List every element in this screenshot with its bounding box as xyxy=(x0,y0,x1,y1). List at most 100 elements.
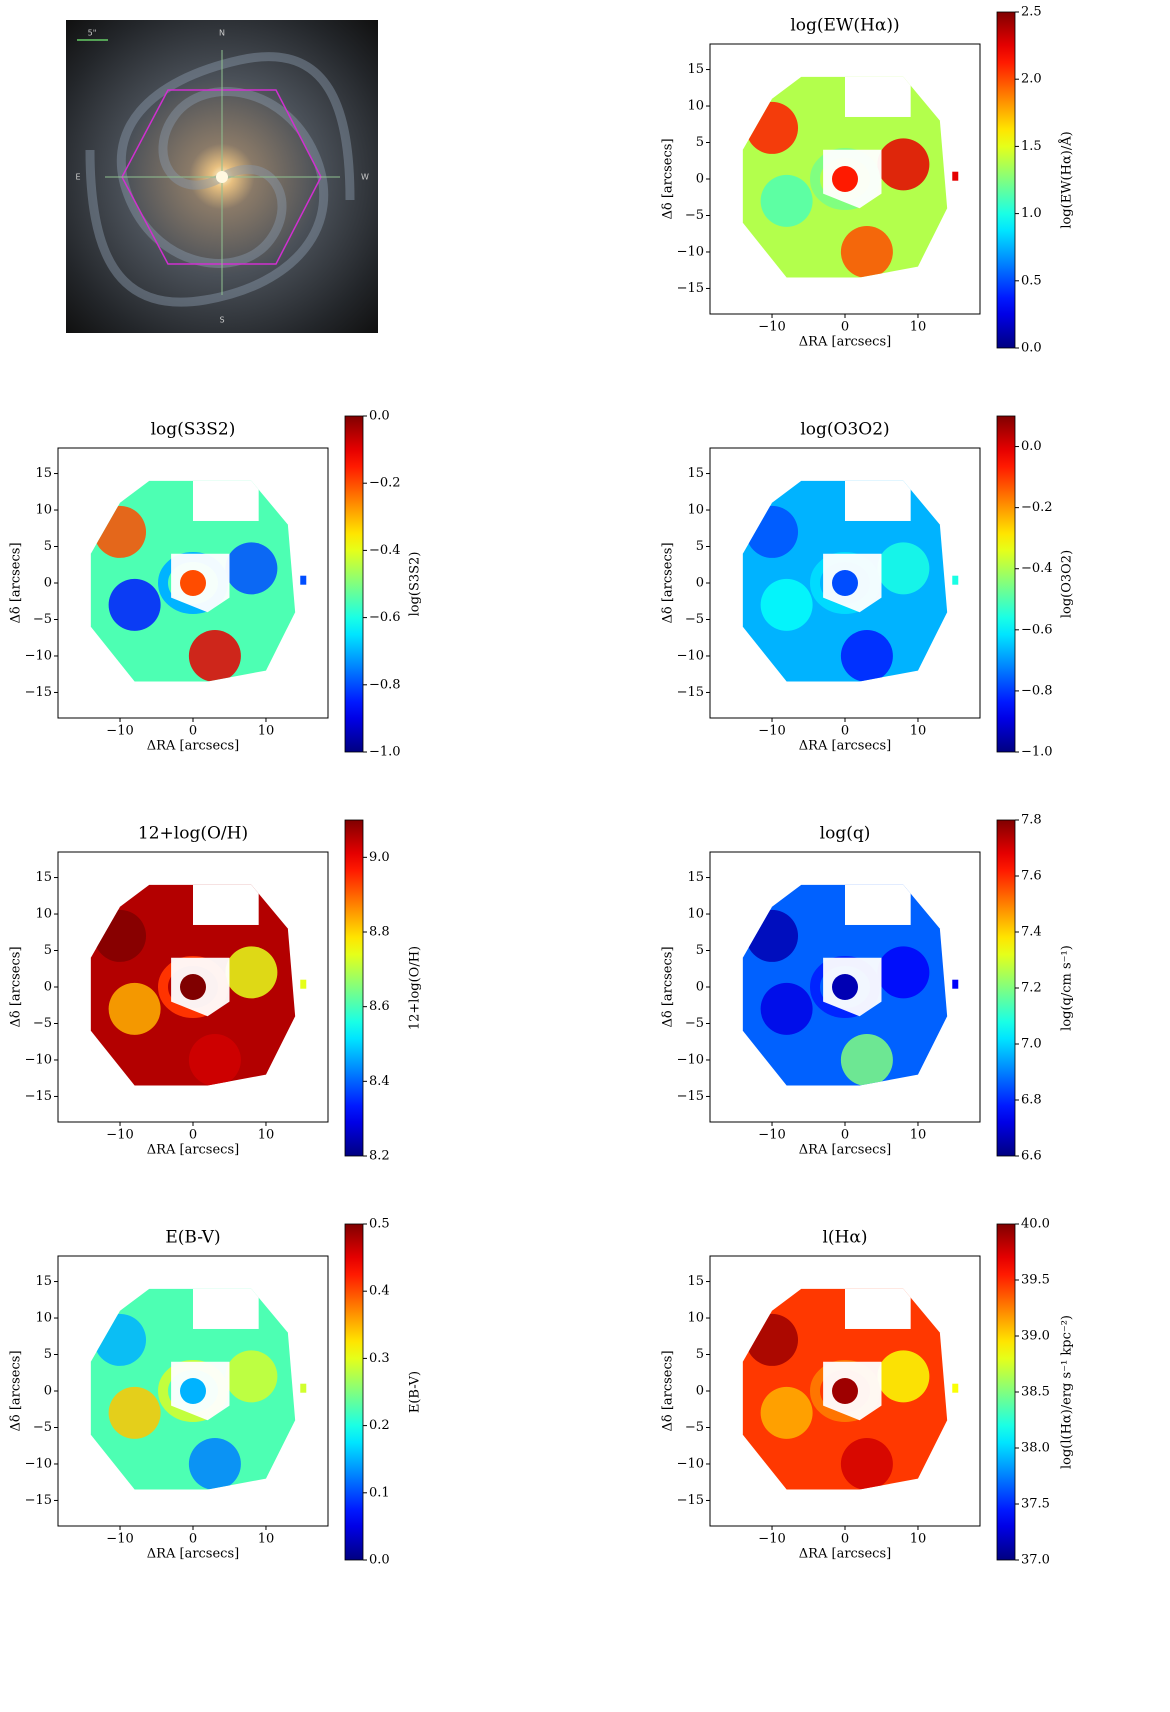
map-blob xyxy=(188,1033,241,1086)
colorbar-tick-label: 8.2 xyxy=(369,1149,390,1164)
chart-title: 12+log(O/H) xyxy=(138,824,248,844)
colorbar-tick-label: 6.6 xyxy=(1021,1149,1042,1164)
colorbar-tick-label: 0.0 xyxy=(369,409,390,424)
compass-label: E xyxy=(75,173,80,182)
colorbar-tick-label: −0.8 xyxy=(1021,683,1053,698)
map-blob xyxy=(108,578,161,631)
chart-title: log(O3O2) xyxy=(800,420,889,440)
map-blob xyxy=(877,138,930,191)
x-tick-label: 10 xyxy=(910,320,927,335)
map-image xyxy=(90,884,296,1086)
y-axis-label: Δδ [arcsecs] xyxy=(661,1350,676,1431)
colorbar-label: log(l(Hα)/erg s⁻¹ kpc⁻²) xyxy=(1060,1315,1075,1469)
colorbar-tick-label: −0.8 xyxy=(369,677,401,692)
x-tick-label: −10 xyxy=(106,724,133,739)
map-spot xyxy=(952,171,959,181)
map-blob xyxy=(746,505,799,558)
map-blob xyxy=(840,225,893,278)
map-blob xyxy=(840,1437,893,1490)
map-blob xyxy=(877,1350,930,1403)
map-core xyxy=(832,974,858,1000)
map-blob xyxy=(188,1437,241,1490)
map-image xyxy=(742,76,948,278)
y-tick-label: 5 xyxy=(696,1347,704,1362)
colorbar-tick-label: 40.0 xyxy=(1021,1217,1050,1232)
colorbar-label: log(S3S2) xyxy=(408,552,423,617)
map-blob xyxy=(188,629,241,682)
colorbar-tick-label: 0.0 xyxy=(369,1553,390,1568)
colorbar-tick-label: 39.5 xyxy=(1021,1273,1050,1288)
y-tick-label: −15 xyxy=(677,1089,704,1104)
colorbar-tick-label: 6.8 xyxy=(1021,1093,1042,1108)
map-panel: log(q) −10 0 10 −15 −10 −5 0 5 10 15 ΔRA [arcsecs] Δ… xyxy=(661,813,1075,1164)
colorbar-tick-label: −0.2 xyxy=(369,476,401,491)
colorbar xyxy=(996,1223,1016,1561)
map-image xyxy=(90,1288,296,1490)
map-blob xyxy=(760,1386,813,1439)
y-tick-label: 15 xyxy=(687,62,704,77)
y-tick-label: 0 xyxy=(696,172,704,187)
y-axis-label: Δδ [arcsecs] xyxy=(661,138,676,219)
x-tick-label: −10 xyxy=(758,320,785,335)
map-spot xyxy=(952,575,959,585)
colorbar-tick-label: 7.8 xyxy=(1021,813,1042,828)
map-core xyxy=(180,570,206,596)
y-tick-label: 10 xyxy=(687,907,704,922)
map-core xyxy=(180,974,206,1000)
x-axis-label: ΔRA [arcsecs] xyxy=(147,739,239,754)
map-spot xyxy=(300,1383,307,1393)
map-hole xyxy=(845,1288,911,1329)
x-tick-label: 10 xyxy=(258,724,275,739)
map-hole xyxy=(193,884,259,925)
y-tick-label: 0 xyxy=(696,980,704,995)
galaxy-nucleus xyxy=(216,171,228,183)
colorbar-tick-label: 9.0 xyxy=(369,850,390,865)
x-axis-label: ΔRA [arcsecs] xyxy=(799,1143,891,1158)
map-blob xyxy=(225,542,278,595)
y-tick-label: 5 xyxy=(44,539,52,554)
map-spot xyxy=(952,979,959,989)
colorbar-tick-label: 7.6 xyxy=(1021,869,1042,884)
y-tick-label: 15 xyxy=(35,870,52,885)
x-axis-label: ΔRA [arcsecs] xyxy=(799,1547,891,1562)
map-blob xyxy=(760,982,813,1035)
y-tick-label: 10 xyxy=(35,907,52,922)
map-blob xyxy=(108,1386,161,1439)
x-tick-label: −10 xyxy=(758,1128,785,1143)
colorbar-tick-label: 38.5 xyxy=(1021,1385,1050,1400)
x-tick-label: 0 xyxy=(841,1128,849,1143)
map-spot xyxy=(300,575,307,585)
y-tick-label: 5 xyxy=(44,1347,52,1362)
map-blob xyxy=(108,982,161,1035)
map-core xyxy=(832,570,858,596)
x-tick-label: −10 xyxy=(758,1532,785,1547)
y-tick-label: −10 xyxy=(25,1456,52,1471)
chart-title: log(q) xyxy=(820,824,871,844)
map-blob xyxy=(746,101,799,154)
colorbar-tick-label: −0.6 xyxy=(369,610,401,625)
y-tick-label: −10 xyxy=(677,1456,704,1471)
y-tick-label: 15 xyxy=(35,1274,52,1289)
y-tick-label: −10 xyxy=(677,244,704,259)
map-hole xyxy=(845,480,911,521)
y-tick-label: 15 xyxy=(687,1274,704,1289)
y-axis-label: Δδ [arcsecs] xyxy=(9,1350,24,1431)
y-tick-label: −15 xyxy=(25,685,52,700)
y-tick-label: 10 xyxy=(687,99,704,114)
map-hole xyxy=(193,1288,259,1329)
map-image xyxy=(742,884,948,1086)
y-tick-label: 10 xyxy=(687,1311,704,1326)
colorbar xyxy=(996,819,1016,1157)
y-tick-label: −10 xyxy=(677,648,704,663)
colorbar-tick-label: 39.0 xyxy=(1021,1329,1050,1344)
map-blob xyxy=(840,1033,893,1086)
x-tick-label: 0 xyxy=(841,1532,849,1547)
colorbar-tick-label: 0.5 xyxy=(1021,273,1042,288)
colorbar-tick-label: 1.5 xyxy=(1021,139,1042,154)
y-tick-label: −10 xyxy=(677,1052,704,1067)
x-tick-label: −10 xyxy=(106,1532,133,1547)
y-tick-label: 15 xyxy=(35,466,52,481)
x-tick-label: −10 xyxy=(758,724,785,739)
colorbar-tick-label: 0.3 xyxy=(369,1351,390,1366)
